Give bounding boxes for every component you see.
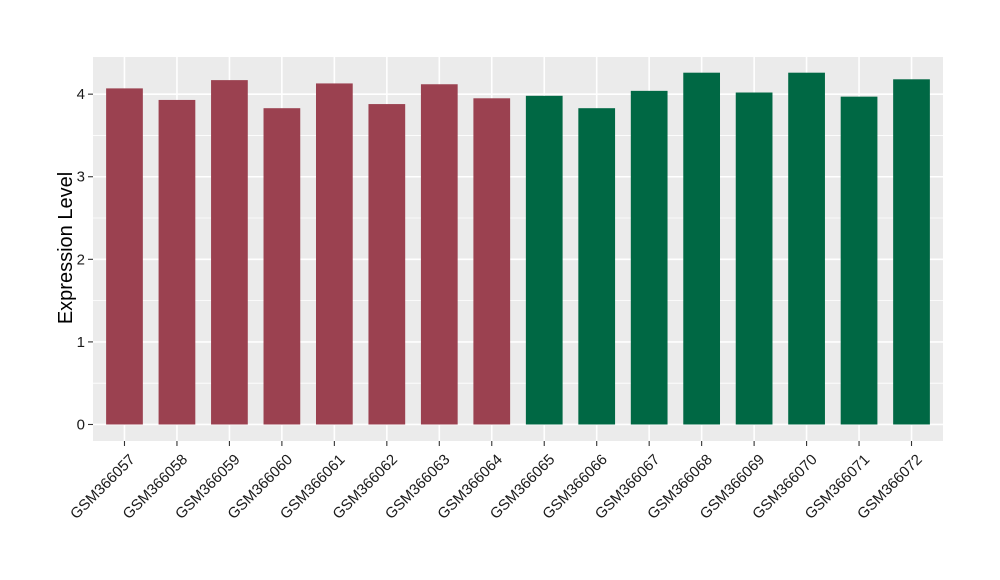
y-axis: 0 1 2 3 4 bbox=[77, 86, 93, 433]
bar-GSM366066 bbox=[578, 108, 616, 425]
y-tick-label: 0 bbox=[77, 416, 85, 433]
bar-GSM366059 bbox=[211, 80, 248, 425]
y-tick-label: 2 bbox=[77, 251, 85, 268]
bar-GSM366071 bbox=[840, 96, 878, 425]
bar-GSM366069 bbox=[735, 92, 773, 425]
bar-GSM366065 bbox=[525, 95, 563, 425]
bar-GSM366067 bbox=[630, 90, 668, 425]
bar-GSM366057 bbox=[106, 88, 143, 425]
bars bbox=[106, 72, 930, 425]
y-tick-label: 3 bbox=[77, 169, 85, 186]
y-tick-label: 4 bbox=[77, 86, 85, 103]
bar-GSM366070 bbox=[788, 72, 825, 425]
bar-GSM366064 bbox=[473, 98, 511, 425]
y-axis-title: Expression Level bbox=[55, 172, 77, 324]
bar-GSM366063 bbox=[420, 84, 458, 425]
bar-GSM366058 bbox=[158, 99, 196, 425]
bar-GSM366062 bbox=[368, 104, 406, 425]
bar-GSM366061 bbox=[315, 83, 353, 425]
bar-GSM366072 bbox=[893, 79, 930, 425]
bar-GSM366060 bbox=[263, 108, 301, 425]
bar-GSM366068 bbox=[683, 72, 721, 425]
x-axis: GSM366057GSM366058GSM366059GSM366060GSM3… bbox=[67, 441, 926, 523]
y-tick-label: 1 bbox=[77, 334, 85, 351]
